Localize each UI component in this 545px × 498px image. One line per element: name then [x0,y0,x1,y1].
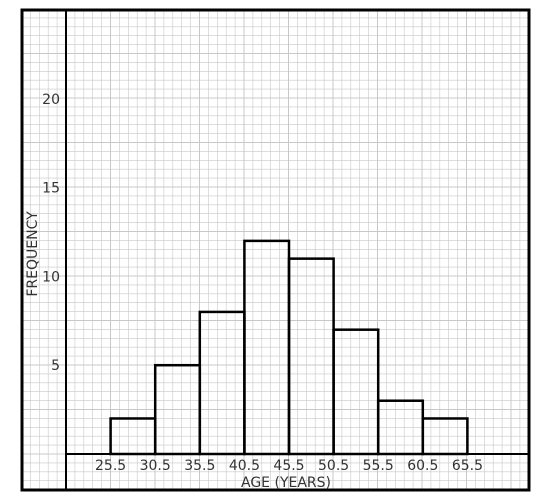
x-tick-label: 55.5 [363,458,394,474]
y-tick-labels: 5 10 15 20 [42,92,60,374]
x-tick-label: 60.5 [407,458,438,474]
x-tick-label: 45.5 [273,458,304,474]
x-tick-label: 25.5 [95,458,126,474]
y-tick-label: 15 [42,181,60,197]
x-tick-label: 40.5 [229,458,260,474]
y-tick-label: 20 [42,92,60,108]
x-tick-label: 50.5 [318,458,349,474]
y-tick-label: 5 [51,358,60,374]
x-axis-title: AGE (YEARS) [241,475,331,491]
grid [22,10,530,490]
x-tick-label: 65.5 [452,458,483,474]
y-tick-label: 10 [42,269,60,285]
x-tick-label: 30.5 [140,458,171,474]
x-tick-label: 35.5 [184,458,215,474]
chart-frame [20,8,531,492]
x-tick-labels: 25.5 30.5 35.5 40.5 45.5 50.5 55.5 60.5 65.5 [95,458,483,474]
y-axis-title: FREQUENCY [25,211,41,297]
